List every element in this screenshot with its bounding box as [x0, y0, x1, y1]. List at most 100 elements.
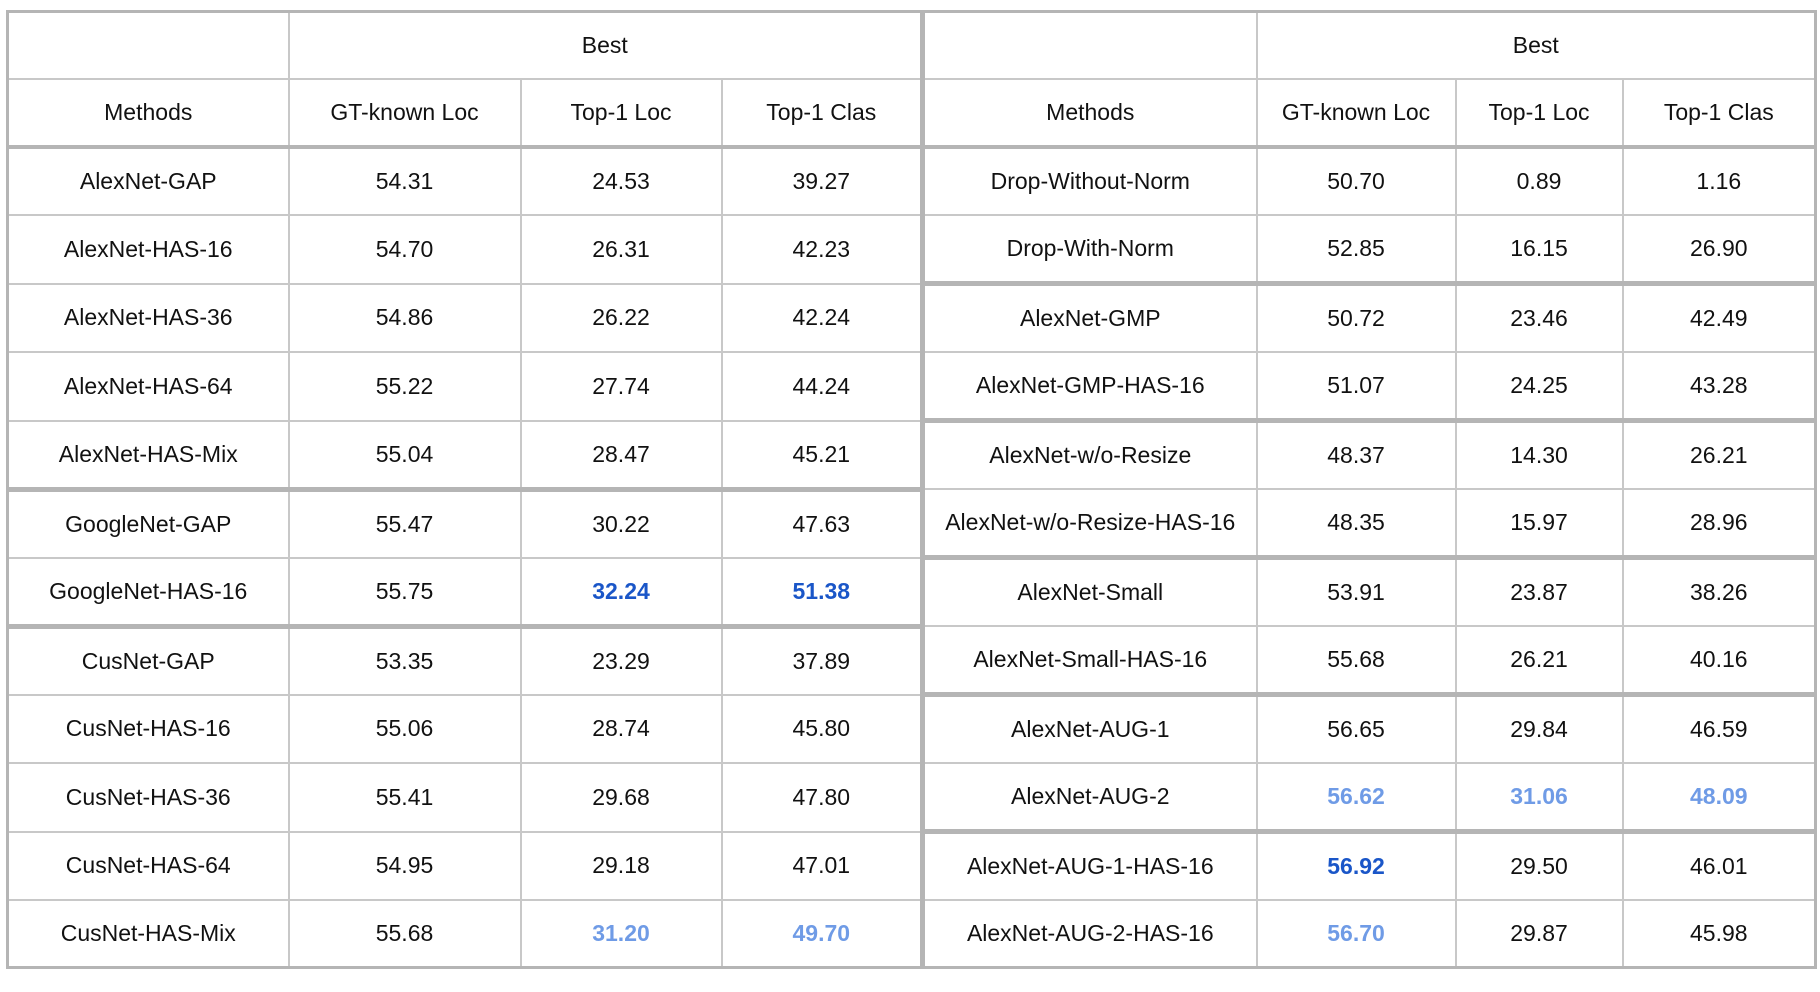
top1-clas-cell: 47.80 — [720, 762, 924, 833]
gt-known-loc-cell: 54.31 — [287, 146, 522, 216]
top1-loc-cell: 30.22 — [519, 486, 723, 559]
method-cell: AlexNet-AUG-2 — [920, 762, 1258, 833]
top1-clas-cell: 26.90 — [1621, 214, 1818, 285]
table-row: AlexNet-HAS-16 54.70 26.31 42.23 Drop-Wi… — [6, 214, 1818, 285]
gt-known-loc-cell: 55.04 — [287, 419, 522, 490]
column-header-top1-clas: Top-1 Clas — [1621, 78, 1818, 149]
table-row: AlexNet-HAS-64 55.22 27.74 44.24 AlexNet… — [6, 351, 1818, 422]
method-cell: AlexNet-GAP — [6, 146, 290, 216]
top1-loc-cell: 29.87 — [1454, 899, 1624, 969]
gt-known-loc-cell: 54.95 — [287, 830, 522, 901]
group-header-row: Best Best — [6, 10, 1818, 80]
top1-clas-cell: 40.16 — [1621, 625, 1818, 696]
gt-known-loc-cell: 51.07 — [1255, 351, 1457, 422]
table-row: CusNet-GAP 53.35 23.29 37.89 AlexNet-Sma… — [6, 623, 1818, 696]
method-cell: AlexNet-AUG-1-HAS-16 — [920, 829, 1258, 901]
gt-known-loc-cell: 55.41 — [287, 762, 522, 833]
table-row: AlexNet-HAS-36 54.86 26.22 42.24 AlexNet… — [6, 281, 1818, 353]
top1-clas-cell: 46.59 — [1621, 692, 1818, 764]
method-cell: AlexNet-HAS-Mix — [6, 419, 290, 490]
gt-known-loc-cell: 56.65 — [1255, 692, 1457, 764]
method-cell: AlexNet-AUG-1 — [920, 692, 1258, 764]
column-header-methods: Methods — [6, 78, 290, 149]
top1-loc-cell: 29.50 — [1454, 829, 1624, 901]
group-label-left: Best — [287, 10, 924, 80]
method-cell: CusNet-HAS-Mix — [6, 899, 290, 969]
table-row: GoogleNet-GAP 55.47 30.22 47.63 AlexNet-… — [6, 486, 1818, 559]
top1-clas-cell: 42.24 — [720, 282, 924, 353]
top1-clas-cell: 42.49 — [1621, 281, 1818, 353]
method-cell: AlexNet-Small — [920, 555, 1258, 627]
method-cell: AlexNet-HAS-64 — [6, 351, 290, 422]
top1-clas-cell: 43.28 — [1621, 351, 1818, 422]
top1-loc-cell: 14.30 — [1454, 418, 1624, 490]
gt-known-loc-cell-second: 56.70 — [1255, 899, 1457, 969]
top1-loc-cell: 29.68 — [519, 762, 723, 833]
method-cell: CusNet-GAP — [6, 623, 290, 696]
gt-known-loc-cell: 48.37 — [1255, 418, 1457, 490]
top1-clas-cell-best: 51.38 — [720, 556, 924, 627]
top1-clas-cell: 28.96 — [1621, 488, 1818, 559]
header-blank-left — [6, 10, 290, 80]
top1-clas-cell-second: 49.70 — [720, 899, 924, 969]
top1-clas-cell: 45.80 — [720, 693, 924, 764]
top1-clas-cell: 46.01 — [1621, 829, 1818, 901]
method-cell: CusNet-HAS-36 — [6, 762, 290, 833]
top1-clas-cell: 42.23 — [720, 214, 924, 285]
results-table: Best Best Methods GT-known Loc Top-1 Loc… — [6, 10, 1818, 989]
method-cell: Drop-Without-Norm — [920, 146, 1258, 216]
top1-clas-cell: 1.16 — [1621, 146, 1818, 216]
gt-known-loc-cell: 55.47 — [287, 486, 522, 559]
column-header-top1-clas: Top-1 Clas — [720, 78, 924, 149]
gt-known-loc-cell: 50.72 — [1255, 281, 1457, 353]
top1-clas-cell: 37.89 — [720, 623, 924, 696]
top1-loc-cell: 23.87 — [1454, 555, 1624, 627]
top1-loc-cell: 24.25 — [1454, 351, 1624, 422]
method-cell: AlexNet-AUG-2-HAS-16 — [920, 899, 1258, 969]
method-cell: GoogleNet-GAP — [6, 486, 290, 559]
table-row: AlexNet-HAS-Mix 55.04 28.47 45.21 AlexNe… — [6, 418, 1818, 490]
gt-known-loc-cell: 55.68 — [287, 899, 522, 969]
gt-known-loc-cell: 48.35 — [1255, 488, 1457, 559]
header-blank-right — [920, 10, 1258, 80]
top1-loc-cell: 29.84 — [1454, 692, 1624, 764]
gt-known-loc-cell: 50.70 — [1255, 146, 1457, 216]
top1-clas-cell: 38.26 — [1621, 555, 1818, 627]
top1-clas-cell: 45.21 — [720, 419, 924, 490]
method-cell: AlexNet-w/o-Resize — [920, 418, 1258, 490]
top1-clas-cell-second: 48.09 — [1621, 762, 1818, 833]
method-cell: AlexNet-HAS-16 — [6, 214, 290, 285]
top1-loc-cell: 23.46 — [1454, 281, 1624, 353]
gt-known-loc-cell-second: 56.62 — [1255, 762, 1457, 833]
method-cell: AlexNet-Small-HAS-16 — [920, 625, 1258, 696]
column-header-gt-known-loc: GT-known Loc — [287, 78, 522, 149]
top1-loc-cell-second: 31.06 — [1454, 762, 1624, 833]
method-cell: AlexNet-GMP — [920, 281, 1258, 353]
method-cell: AlexNet-w/o-Resize-HAS-16 — [920, 488, 1258, 559]
top1-loc-cell: 26.31 — [519, 214, 723, 285]
top1-loc-cell-best: 32.24 — [519, 556, 723, 627]
top1-clas-cell: 47.63 — [720, 486, 924, 559]
column-header-gt-known-loc: GT-known Loc — [1255, 78, 1457, 149]
gt-known-loc-cell-best: 56.92 — [1255, 829, 1457, 901]
gt-known-loc-cell: 53.91 — [1255, 555, 1457, 627]
top1-clas-cell: 39.27 — [720, 146, 924, 216]
gt-known-loc-cell: 54.70 — [287, 214, 522, 285]
top1-clas-cell: 44.24 — [720, 351, 924, 422]
top1-loc-cell: 29.18 — [519, 830, 723, 901]
method-cell: AlexNet-GMP-HAS-16 — [920, 351, 1258, 422]
table-row: AlexNet-GAP 54.31 24.53 39.27 Drop-Witho… — [6, 146, 1818, 216]
table-row: GoogleNet-HAS-16 55.75 32.24 51.38 AlexN… — [6, 555, 1818, 627]
top1-loc-cell: 15.97 — [1454, 488, 1624, 559]
column-header-methods: Methods — [920, 78, 1258, 149]
top1-loc-cell-second: 31.20 — [519, 899, 723, 969]
top1-loc-cell: 28.47 — [519, 419, 723, 490]
table-row: CusNet-HAS-16 55.06 28.74 45.80 AlexNet-… — [6, 692, 1818, 764]
method-cell: CusNet-HAS-16 — [6, 693, 290, 764]
gt-known-loc-cell: 55.22 — [287, 351, 522, 422]
top1-loc-cell: 23.29 — [519, 623, 723, 696]
gt-known-loc-cell: 54.86 — [287, 282, 522, 353]
top1-loc-cell: 27.74 — [519, 351, 723, 422]
top1-loc-cell: 28.74 — [519, 693, 723, 764]
column-header-top1-loc: Top-1 Loc — [1454, 78, 1624, 149]
